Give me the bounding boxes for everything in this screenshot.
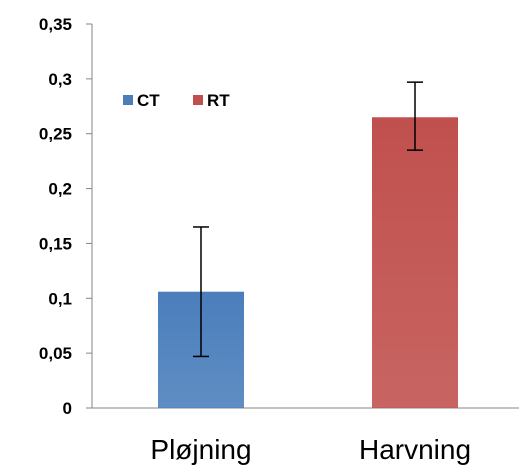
bars: [158, 117, 458, 408]
y-axis-ticks: 0 0,05 0,1 0,15 0,2 0,25 0,3 0,35: [39, 15, 92, 418]
y-tick-label: 0,1: [48, 289, 72, 308]
legend-label-rt: RT: [207, 91, 230, 110]
y-tick-label: 0,05: [39, 344, 72, 363]
error-bars: [193, 81, 423, 358]
x-axis-categories: Pløjning Harvning: [150, 434, 471, 465]
legend: CT RT: [123, 91, 230, 110]
legend-swatch-ct: [123, 95, 133, 105]
x-category-label: Pløjning: [150, 434, 251, 465]
legend-label-ct: CT: [137, 91, 160, 110]
x-category-label: Harvning: [359, 434, 471, 465]
legend-swatch-rt: [193, 95, 203, 105]
y-tick-label: 0,35: [39, 15, 72, 34]
y-tick-label: 0,2: [48, 180, 72, 199]
y-tick-label: 0,25: [39, 125, 72, 144]
y-tick-label: 0,3: [48, 70, 72, 89]
y-tick-label: 0: [63, 399, 72, 418]
bar-rt-1: [372, 117, 458, 408]
y-tick-label: 0,15: [39, 234, 72, 253]
